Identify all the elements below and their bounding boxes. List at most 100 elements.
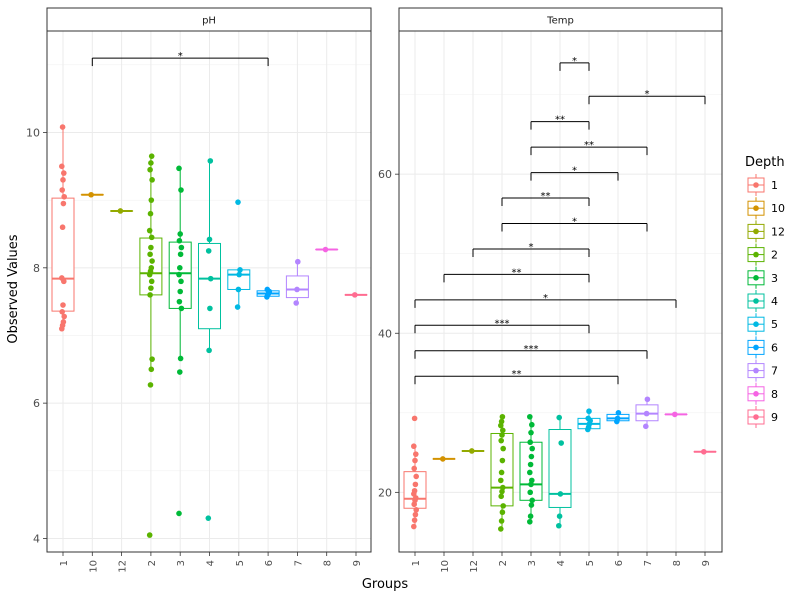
data-point bbox=[529, 445, 535, 452]
data-point bbox=[148, 265, 155, 271]
boxplot-group-10 bbox=[432, 456, 456, 462]
data-point bbox=[234, 304, 241, 310]
boxplot-group-8 bbox=[664, 411, 688, 418]
x-tick-label: 12 bbox=[469, 560, 480, 573]
data-point bbox=[205, 248, 212, 254]
legend-label: 9 bbox=[771, 411, 778, 424]
significance-label: * bbox=[645, 89, 650, 100]
legend-key-6: 6 bbox=[747, 336, 778, 359]
significance-label: *** bbox=[495, 318, 510, 329]
data-point bbox=[147, 251, 153, 258]
data-point bbox=[61, 313, 67, 320]
data-point bbox=[498, 418, 505, 425]
significance-label: ** bbox=[512, 267, 522, 278]
data-point bbox=[59, 187, 65, 193]
data-point bbox=[411, 523, 417, 530]
data-point bbox=[177, 251, 184, 258]
legend-point bbox=[753, 182, 759, 188]
x-tick-label: 5 bbox=[585, 560, 596, 566]
data-point bbox=[557, 491, 564, 497]
x-tick-label: 10 bbox=[440, 560, 451, 573]
data-point bbox=[59, 224, 66, 231]
data-point bbox=[294, 286, 300, 293]
legend-point bbox=[753, 367, 759, 374]
data-point bbox=[529, 477, 535, 484]
x-tick-label: 3 bbox=[527, 560, 538, 566]
x-tick-label: 4 bbox=[556, 560, 567, 566]
significance-bracket: * bbox=[559, 56, 590, 71]
data-point bbox=[178, 244, 185, 251]
legend-key-3: 3 bbox=[747, 266, 778, 289]
data-point bbox=[527, 513, 534, 520]
data-point bbox=[586, 408, 592, 415]
data-point bbox=[498, 493, 505, 500]
data-point bbox=[207, 305, 213, 312]
boxplot-group-2 bbox=[139, 153, 163, 538]
data-point bbox=[498, 526, 504, 532]
data-point bbox=[176, 237, 183, 244]
x-tick-label: 5 bbox=[235, 560, 246, 566]
data-point bbox=[411, 443, 417, 450]
x-tick-label: 6 bbox=[614, 560, 625, 566]
data-point bbox=[178, 278, 184, 285]
data-point bbox=[527, 439, 533, 446]
x-tick-label: 1 bbox=[411, 560, 422, 566]
significance-label: ** bbox=[555, 115, 565, 126]
data-point bbox=[207, 275, 214, 282]
legend-label: 4 bbox=[771, 295, 778, 308]
data-point bbox=[500, 484, 506, 491]
boxplot-group-2 bbox=[490, 413, 514, 532]
legend-label: 6 bbox=[771, 341, 778, 354]
data-point bbox=[176, 298, 183, 305]
data-point bbox=[148, 160, 154, 166]
x-tick-label: 1 bbox=[59, 560, 70, 566]
data-point bbox=[412, 457, 418, 464]
data-point bbox=[176, 165, 182, 172]
y-tick-label: 8 bbox=[33, 262, 40, 275]
box bbox=[198, 242, 221, 330]
data-point bbox=[60, 200, 67, 207]
boxplot-group-5 bbox=[577, 408, 601, 433]
data-point bbox=[644, 396, 651, 403]
significance-label: ** bbox=[512, 369, 522, 380]
data-point bbox=[500, 503, 507, 509]
boxplot-group-7 bbox=[285, 258, 309, 306]
data-point bbox=[149, 356, 155, 362]
boxplot-group-1 bbox=[51, 124, 75, 332]
data-point bbox=[148, 153, 155, 159]
significance-bracket: ** bbox=[530, 140, 648, 156]
data-point bbox=[235, 286, 242, 293]
legend-label: 8 bbox=[771, 388, 778, 401]
significance-bracket: ** bbox=[530, 115, 590, 130]
legend-point bbox=[753, 275, 759, 281]
significance-bracket: ** bbox=[414, 369, 619, 385]
data-point bbox=[61, 193, 67, 200]
data-point bbox=[205, 515, 212, 521]
significance-label: * bbox=[543, 293, 548, 304]
legend-point bbox=[753, 321, 759, 328]
legend-label: 2 bbox=[771, 249, 778, 262]
panel-ph: 4 6 8 10 1 10 12 2 3 4 5 6 7 8 9 * pH bbox=[26, 7, 372, 573]
data-point bbox=[60, 177, 66, 183]
legend-label: 12 bbox=[771, 225, 785, 238]
data-point bbox=[177, 231, 183, 237]
boxplot-group-4 bbox=[198, 158, 221, 521]
legend-key-9: 9 bbox=[747, 406, 778, 428]
data-point bbox=[499, 413, 506, 420]
boxplot-group-12 bbox=[110, 208, 134, 214]
data-point bbox=[527, 413, 533, 420]
data-point bbox=[440, 456, 446, 462]
data-point bbox=[176, 271, 182, 278]
data-point bbox=[500, 427, 506, 434]
data-point bbox=[643, 423, 649, 430]
data-point bbox=[527, 461, 534, 468]
significance-bracket: * bbox=[501, 216, 648, 232]
legend-label: 10 bbox=[771, 202, 785, 215]
data-point bbox=[413, 507, 420, 513]
boxplot-group-7 bbox=[635, 396, 659, 430]
legend-point bbox=[753, 414, 759, 420]
boxplot-group-12 bbox=[461, 448, 485, 454]
legend-key-4: 4 bbox=[747, 290, 778, 312]
legend-point bbox=[753, 298, 759, 304]
